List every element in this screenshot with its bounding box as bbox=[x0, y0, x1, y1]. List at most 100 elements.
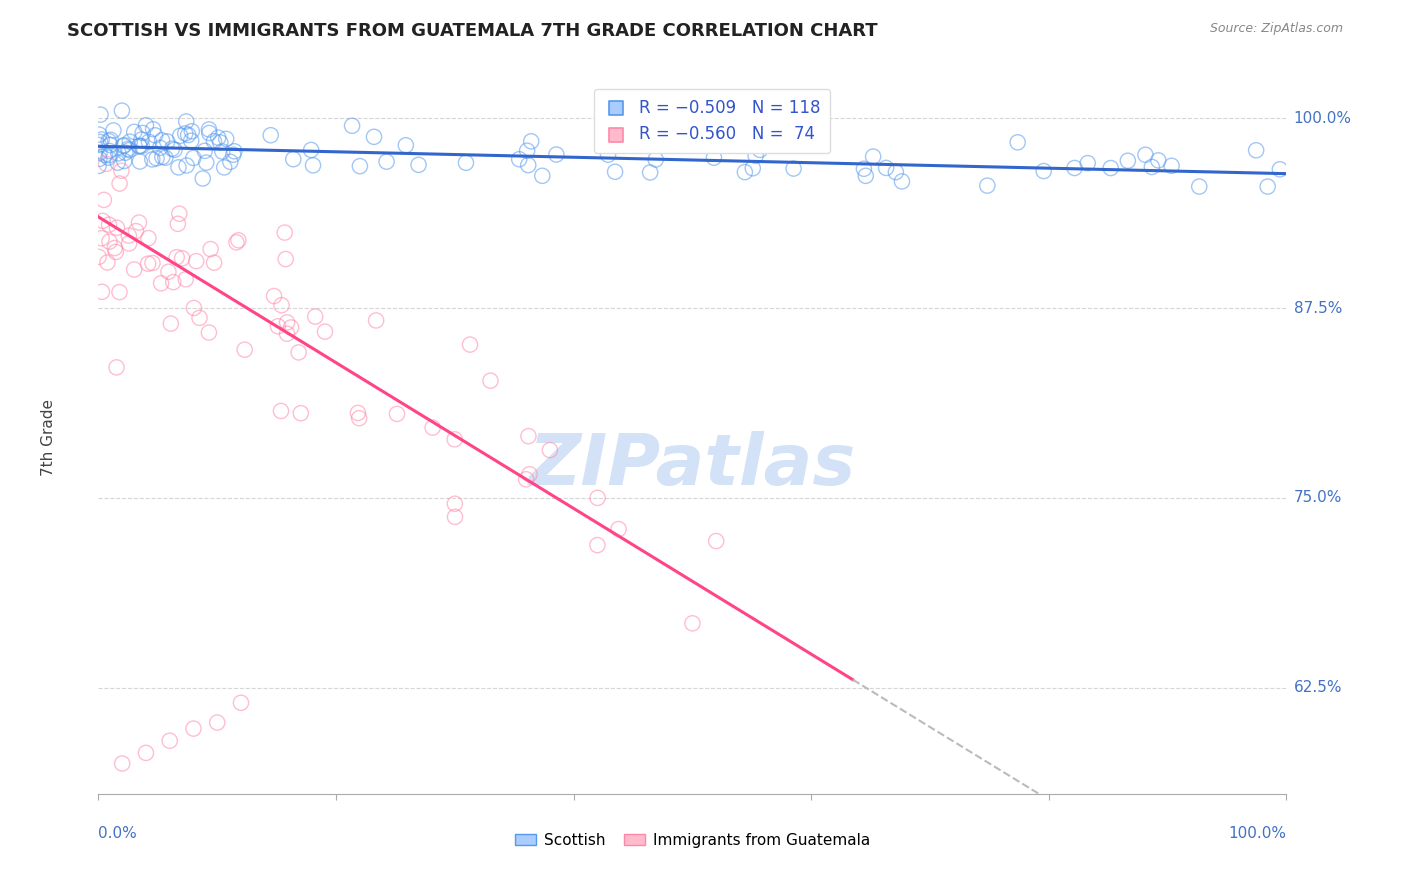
Point bbox=[1063, 161, 1085, 175]
Point bbox=[186, 254, 208, 268]
Point bbox=[111, 756, 134, 771]
Point bbox=[90, 132, 112, 146]
Point bbox=[160, 317, 183, 331]
Point bbox=[142, 122, 165, 136]
Point bbox=[122, 262, 145, 277]
Point bbox=[94, 148, 117, 162]
Point bbox=[212, 161, 235, 175]
Point bbox=[782, 161, 804, 176]
Point bbox=[458, 337, 481, 351]
Point bbox=[884, 165, 907, 179]
Point bbox=[302, 158, 325, 172]
Point bbox=[128, 139, 150, 153]
Point bbox=[162, 275, 184, 289]
Point bbox=[274, 252, 297, 266]
Point bbox=[596, 147, 619, 161]
Point bbox=[174, 127, 197, 141]
Point bbox=[233, 343, 256, 357]
Point bbox=[1140, 160, 1163, 174]
Point bbox=[586, 491, 609, 505]
Point bbox=[1032, 164, 1054, 178]
Point bbox=[703, 151, 725, 165]
Point bbox=[118, 236, 141, 251]
Point bbox=[270, 404, 292, 418]
Point bbox=[862, 149, 884, 163]
Point bbox=[91, 285, 114, 299]
Text: SCOTTISH VS IMMIGRANTS FROM GUATEMALA 7TH GRADE CORRELATION CHART: SCOTTISH VS IMMIGRANTS FROM GUATEMALA 7T… bbox=[67, 22, 879, 40]
Point bbox=[172, 252, 194, 266]
Point bbox=[603, 165, 626, 179]
Point bbox=[180, 134, 202, 148]
Point bbox=[347, 411, 370, 425]
Point bbox=[517, 429, 540, 443]
Point bbox=[141, 256, 163, 270]
Point bbox=[538, 443, 561, 458]
Point bbox=[118, 228, 141, 243]
Point bbox=[160, 142, 183, 156]
Point bbox=[340, 119, 363, 133]
Point bbox=[263, 289, 285, 303]
Point bbox=[228, 233, 250, 247]
Point bbox=[283, 152, 305, 166]
Point bbox=[749, 143, 772, 157]
Point bbox=[209, 136, 232, 150]
Point bbox=[112, 138, 135, 153]
Point bbox=[108, 177, 131, 191]
Point bbox=[1099, 161, 1122, 175]
Point bbox=[183, 151, 205, 165]
Point bbox=[408, 158, 430, 172]
Point bbox=[87, 137, 110, 152]
Point bbox=[188, 310, 211, 325]
Point bbox=[586, 538, 609, 552]
Point bbox=[219, 154, 242, 169]
Point bbox=[260, 128, 283, 143]
Point bbox=[1268, 162, 1291, 177]
Point bbox=[128, 216, 150, 230]
Point bbox=[515, 472, 537, 486]
Point bbox=[117, 142, 139, 156]
Point bbox=[744, 149, 766, 163]
Point bbox=[211, 145, 233, 159]
Text: 100.0%: 100.0% bbox=[1229, 826, 1286, 841]
Point bbox=[141, 153, 163, 167]
Point bbox=[89, 135, 111, 149]
Point bbox=[157, 265, 180, 279]
Point bbox=[749, 116, 772, 130]
Point bbox=[364, 313, 387, 327]
Point bbox=[191, 171, 214, 186]
Point bbox=[443, 432, 465, 446]
Point bbox=[89, 108, 111, 122]
Point bbox=[111, 103, 134, 118]
Point bbox=[135, 119, 157, 133]
Text: 100.0%: 100.0% bbox=[1294, 111, 1351, 126]
Point bbox=[304, 310, 326, 324]
Point bbox=[89, 152, 111, 166]
Point bbox=[741, 161, 763, 176]
Point bbox=[128, 154, 150, 169]
Point bbox=[855, 169, 877, 183]
Point bbox=[454, 155, 477, 169]
Point bbox=[112, 153, 135, 168]
Point bbox=[444, 497, 467, 511]
Point bbox=[229, 696, 252, 710]
Point bbox=[479, 374, 502, 388]
Point bbox=[98, 144, 121, 158]
Point bbox=[174, 272, 197, 286]
Point bbox=[395, 138, 418, 153]
Point bbox=[167, 217, 190, 231]
Point bbox=[135, 746, 157, 760]
Point bbox=[131, 139, 153, 153]
Point bbox=[136, 257, 159, 271]
Point bbox=[149, 141, 172, 155]
Point bbox=[104, 241, 127, 255]
Point bbox=[531, 169, 554, 183]
Point bbox=[207, 715, 229, 730]
Point bbox=[195, 155, 218, 169]
Text: 87.5%: 87.5% bbox=[1294, 301, 1341, 316]
Point bbox=[93, 193, 115, 207]
Point bbox=[177, 128, 200, 142]
Point bbox=[644, 153, 666, 167]
Point bbox=[508, 152, 530, 166]
Point bbox=[169, 207, 191, 221]
Point bbox=[1257, 179, 1279, 194]
